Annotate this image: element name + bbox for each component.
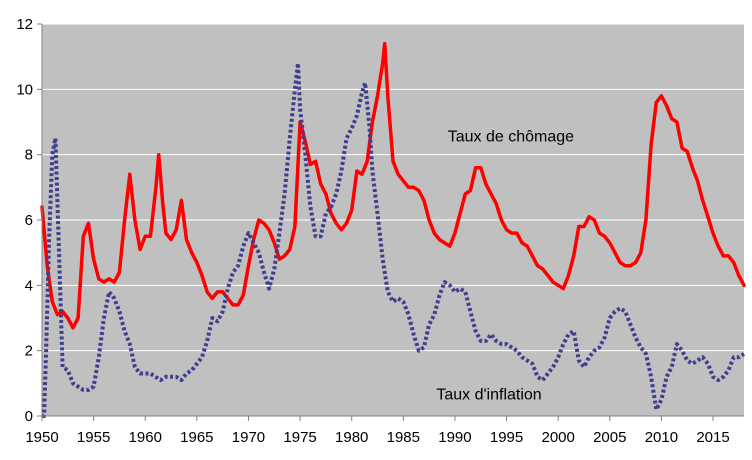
- y-tick-label: 10: [16, 81, 33, 98]
- x-tick-label: 1990: [438, 429, 471, 446]
- y-tick-label: 2: [25, 343, 33, 360]
- y-tick-label: 8: [25, 147, 33, 164]
- y-tick-label: 0: [25, 408, 33, 425]
- x-tick-label: 1965: [180, 429, 213, 446]
- x-tick-label: 2010: [645, 429, 678, 446]
- x-tick-label: 2005: [593, 429, 626, 446]
- x-tick-label: 1995: [490, 429, 523, 446]
- y-tick-label: 12: [16, 16, 33, 33]
- x-tick-label: 1950: [25, 429, 58, 446]
- inflation-series-line: [42, 61, 746, 418]
- unemployment-series-label: Taux de chômage: [448, 129, 574, 146]
- x-tick-label: 1970: [232, 429, 265, 446]
- inflation-series-label: Taux d'inflation: [436, 387, 541, 404]
- y-tick-label: 4: [25, 277, 33, 294]
- series-layer: [40, 41, 746, 418]
- x-tick-label: 1985: [387, 429, 420, 446]
- x-tick-label: 1955: [77, 429, 110, 446]
- tick-layer: 0 2 4 6 8 10 12 1950 1955 1960 1965 1970 1975 1980 198…: [16, 16, 729, 446]
- gridlines: [42, 23, 744, 352]
- x-tick-label: 1975: [283, 429, 316, 446]
- y-tick-label: 6: [25, 212, 33, 229]
- unemployment-series-line: [40, 41, 746, 330]
- x-tick-label: 1960: [129, 429, 162, 446]
- x-tick-label: 1980: [335, 429, 368, 446]
- x-tick-label: 2000: [541, 429, 574, 446]
- x-tick-label: 2015: [696, 429, 729, 446]
